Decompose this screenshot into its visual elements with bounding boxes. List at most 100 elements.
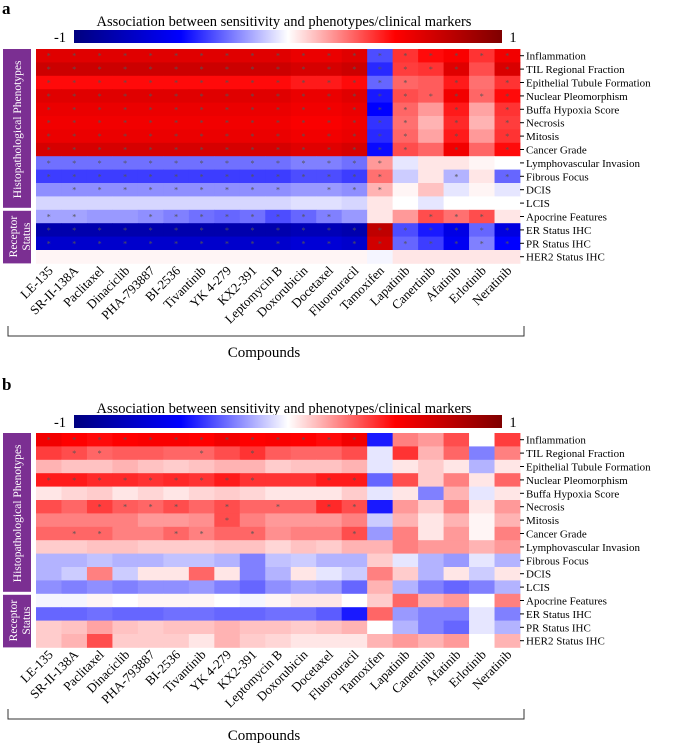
significance-marker: * <box>327 105 331 114</box>
heatmap-cell <box>137 567 164 581</box>
row-label: Necrosis <box>526 118 565 130</box>
heatmap-cell <box>290 142 317 157</box>
significance-marker: * <box>403 145 407 154</box>
heatmap-cell <box>112 446 139 461</box>
significance-marker: * <box>251 132 255 141</box>
significance-marker: * <box>47 226 51 235</box>
significance-marker: * <box>327 212 331 221</box>
significance-marker: * <box>352 119 356 128</box>
heatmap-cell <box>494 75 521 90</box>
heatmap-cell <box>469 526 495 541</box>
significance-marker: * <box>174 159 178 168</box>
significance-marker: * <box>276 145 280 154</box>
heatmap-cell <box>239 223 266 237</box>
significance-marker: * <box>429 239 433 248</box>
significance-marker: * <box>225 239 229 248</box>
heatmap-cell <box>316 433 343 447</box>
heatmap-cell <box>418 459 444 474</box>
significance-marker: * <box>327 119 331 128</box>
significance-marker: * <box>505 52 509 61</box>
heatmap-cell <box>443 142 470 157</box>
heatmap-cell <box>469 116 495 130</box>
heatmap-cell <box>494 156 521 170</box>
heatmap-cell <box>239 142 266 157</box>
heatmap-cell <box>494 102 521 117</box>
heatmap-cell <box>137 102 164 117</box>
heatmap-cell <box>316 607 343 621</box>
heatmap-cell <box>341 446 368 461</box>
heatmap-cell <box>443 89 470 103</box>
significance-marker: * <box>149 159 153 168</box>
heatmap-cell <box>188 540 215 554</box>
heatmap-cell <box>367 526 394 541</box>
significance-marker: * <box>47 105 51 114</box>
heatmap-cell <box>469 473 495 487</box>
significance-marker: * <box>352 186 356 195</box>
heatmap-cell <box>367 209 394 224</box>
heatmap-cell <box>367 553 394 568</box>
heatmap-cell <box>61 116 88 130</box>
heatmap-cell <box>418 75 444 90</box>
significance-marker: * <box>352 476 356 485</box>
heatmap-cell <box>239 250 266 264</box>
significance-marker: * <box>47 212 51 221</box>
heatmap-cell <box>494 513 521 528</box>
significance-marker: * <box>123 132 127 141</box>
heatmap-cell <box>36 196 62 211</box>
significance-marker: * <box>200 78 204 87</box>
heatmap-cell <box>316 142 343 157</box>
heatmap-cell <box>290 433 317 447</box>
heatmap-cell <box>469 129 495 144</box>
significance-marker: * <box>403 239 407 248</box>
significance-marker: * <box>352 239 356 248</box>
heatmap-cell <box>163 129 190 144</box>
heatmap-cell <box>392 567 419 581</box>
significance-marker: * <box>149 172 153 181</box>
heatmap-cell <box>61 250 88 264</box>
heatmap-cell <box>239 446 266 461</box>
heatmap-cell <box>239 620 266 635</box>
heatmap-cell <box>239 89 266 103</box>
group-label-receptor: ReceptorStatus <box>8 600 33 642</box>
heatmap-cell <box>443 580 470 595</box>
significance-marker: * <box>47 172 51 181</box>
heatmap-cell <box>214 236 241 251</box>
heatmap-cell <box>290 446 317 461</box>
heatmap-cell <box>112 142 139 157</box>
significance-marker: * <box>251 476 255 485</box>
significance-marker: * <box>98 172 102 181</box>
heatmap-cell <box>112 486 139 501</box>
significance-marker: * <box>327 52 331 61</box>
heatmap-cell <box>316 75 343 90</box>
significance-marker: * <box>301 436 305 445</box>
heatmap-cell <box>341 459 368 474</box>
heatmap-cell <box>137 169 164 184</box>
significance-marker: * <box>225 226 229 235</box>
heatmap-cell <box>443 500 470 514</box>
significance-marker: * <box>47 159 51 168</box>
heatmap-cell <box>392 196 419 211</box>
heatmap-cell <box>188 250 215 264</box>
heatmap-cell <box>61 526 88 541</box>
heatmap-cell <box>341 620 368 635</box>
heatmap-cell <box>494 486 521 501</box>
heatmap-cell <box>163 250 190 264</box>
heatmap-cell <box>36 634 62 648</box>
significance-marker: * <box>251 226 255 235</box>
heatmap-cell <box>265 513 292 528</box>
heatmap-cell <box>290 250 317 264</box>
heatmap-cell <box>163 634 190 648</box>
significance-marker: * <box>123 78 127 87</box>
heatmap-cell <box>443 620 470 635</box>
heatmap-cell <box>418 486 444 501</box>
heatmap-cell <box>265 62 292 77</box>
heatmap-cell <box>341 580 368 595</box>
heatmap-cell <box>469 209 495 224</box>
significance-marker: * <box>251 239 255 248</box>
heatmap-cell <box>188 593 215 608</box>
heatmap-cell <box>36 620 62 635</box>
significance-marker: * <box>378 92 382 101</box>
heatmap-cell <box>86 553 113 568</box>
heatmap-cell <box>137 89 164 103</box>
heatmap-cell <box>290 526 317 541</box>
